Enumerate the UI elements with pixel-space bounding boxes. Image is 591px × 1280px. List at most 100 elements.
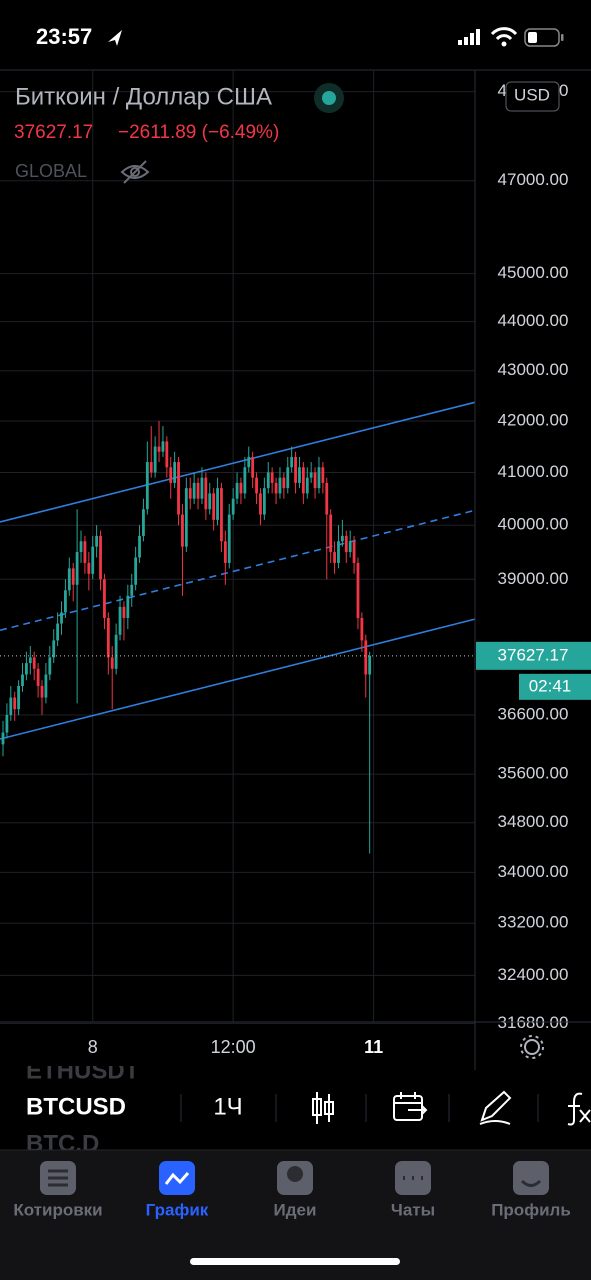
signal-icon — [458, 40, 462, 45]
candle-body — [282, 477, 286, 489]
symbol-option[interactable]: ETHUSDT — [26, 1057, 140, 1084]
candle-body — [340, 535, 344, 542]
candle-body — [64, 590, 67, 613]
tab-label[interactable]: Котировки — [13, 1200, 102, 1219]
candle-body — [352, 541, 356, 563]
symbol-current[interactable]: BTCUSD — [26, 1093, 126, 1120]
candle-body — [149, 462, 153, 473]
compare-icon[interactable] — [393, 1092, 428, 1121]
currency-label[interactable]: USD — [514, 85, 550, 104]
tab-label[interactable]: Профиль — [491, 1200, 571, 1219]
candle-body — [25, 663, 28, 675]
y-tick-label: 36600.00 — [498, 704, 569, 723]
candle-body — [40, 685, 44, 698]
candle-body — [91, 546, 95, 574]
candle-body — [220, 488, 223, 542]
candle-body — [231, 498, 235, 515]
y-tick-label: 47000.00 — [498, 170, 569, 189]
candle-body — [56, 623, 60, 641]
tab-glyph — [48, 1169, 68, 1187]
countdown-label: 02:41 — [529, 676, 572, 695]
last-price-box — [476, 641, 591, 670]
candle-body — [212, 493, 216, 520]
hide-icon[interactable] — [120, 160, 150, 184]
candle-body — [251, 456, 255, 478]
location-icon — [108, 30, 122, 46]
chart-type-icon[interactable] — [312, 1092, 334, 1124]
candle-body — [87, 562, 91, 574]
candle-body — [110, 657, 114, 669]
candle-body — [173, 462, 177, 483]
candle-body — [266, 472, 270, 489]
candle-body — [255, 477, 258, 494]
toolbar: ETHUSDT BTCUSD BTC.D 1Ч — [26, 1057, 591, 1157]
candle-body — [181, 514, 184, 547]
tab-label[interactable]: Идеи — [274, 1200, 317, 1219]
y-tick-label: 41000.00 — [498, 462, 569, 481]
candle-body — [243, 467, 247, 494]
candle-body — [329, 514, 333, 553]
wifi-icon — [490, 27, 518, 36]
candle-body — [313, 472, 317, 489]
candle-body — [138, 535, 141, 558]
draw-icon[interactable] — [479, 1090, 512, 1125]
candle-body — [71, 568, 75, 585]
candle-body — [196, 482, 200, 499]
y-tick-label: 33200.00 — [498, 913, 569, 932]
y-tick-label: 40000.00 — [498, 515, 569, 534]
candle-body — [13, 697, 17, 710]
tab-glyph — [287, 1166, 303, 1182]
candle-body — [309, 472, 313, 478]
home-indicator — [190, 1258, 400, 1265]
tab-label[interactable]: Чаты — [391, 1200, 435, 1219]
candle-body — [99, 535, 102, 580]
currency-button[interactable] — [505, 81, 560, 112]
candle-body — [192, 482, 196, 499]
settings-icon[interactable] — [520, 1035, 544, 1059]
y-tick-label: 43000.00 — [498, 360, 569, 379]
y-tick-label: 34000.00 — [498, 862, 569, 881]
candle-body — [114, 634, 118, 669]
candle-body — [290, 456, 294, 468]
clock: 23:57 — [36, 24, 92, 49]
symbol-option[interactable]: BTC.D — [26, 1130, 99, 1157]
interval[interactable]: 1Ч — [213, 1093, 242, 1120]
header: Биткоин / Доллар США USD 37627.17 −2611.… — [14, 81, 560, 184]
candle-body — [239, 482, 243, 494]
symbol-name[interactable]: Биткоин / Доллар США — [15, 83, 272, 110]
candle-body — [83, 541, 87, 563]
candle-body — [126, 595, 130, 618]
candle-body — [165, 441, 169, 468]
y-tick-label: 39000.00 — [498, 569, 569, 588]
indicators-icon[interactable] — [567, 1092, 591, 1126]
candle-body — [223, 541, 227, 563]
candle-body — [344, 535, 348, 553]
y-tick-label: 32400.00 — [498, 965, 569, 984]
candle-body — [161, 441, 165, 452]
countdown-box — [519, 673, 591, 700]
candle-body — [145, 462, 149, 510]
signal-icon — [470, 33, 474, 45]
candle-body — [200, 477, 204, 499]
candle-body — [153, 446, 157, 473]
candle-body — [103, 579, 106, 618]
battery-level — [528, 32, 537, 43]
candle-body — [348, 541, 352, 553]
wifi-icon — [501, 41, 507, 47]
candle-body — [52, 640, 56, 658]
tab-label[interactable]: График — [146, 1200, 209, 1219]
candle-body — [134, 557, 138, 585]
candle-body — [106, 617, 110, 658]
y-tick-label: 35600.00 — [498, 764, 569, 783]
wifi-icon — [495, 34, 513, 41]
tab-icon[interactable] — [513, 1161, 549, 1195]
y-tick-label: 42000.00 — [498, 410, 569, 429]
candle-body — [204, 477, 208, 510]
candle-body — [262, 488, 266, 515]
candle-body — [321, 467, 325, 483]
plot-area — [0, 401, 475, 854]
candle-body — [368, 655, 372, 675]
battery-icon — [524, 28, 560, 47]
x-tick-label: 8 — [88, 1037, 98, 1057]
